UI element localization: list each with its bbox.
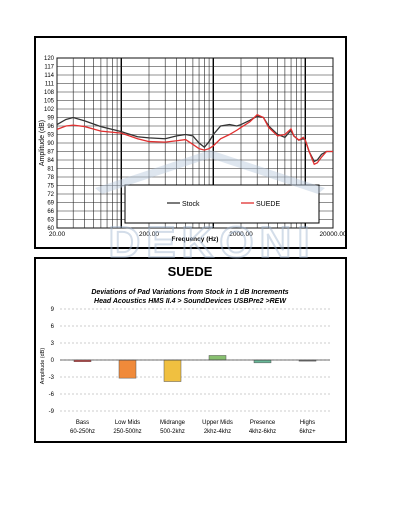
deviation-x-tick-label: Bass bbox=[76, 420, 89, 426]
deviation-y-tick-label: -6 bbox=[49, 392, 55, 398]
deviation-x-tick-label: Presence bbox=[250, 420, 276, 426]
deviation-y-tick-label: 9 bbox=[51, 307, 55, 313]
freq-x-tick-label: 2000.00 bbox=[229, 231, 253, 238]
freq-y-tick-label: 84 bbox=[47, 158, 54, 164]
deviation-y-ticks: 9 6 3 0 -3 -6 -9 bbox=[49, 307, 55, 415]
freq-y-tick-label: 96 bbox=[47, 124, 54, 130]
freq-y-ticks: 60 63 66 69 72 75 78 81 84 87 90 93 96 99 102 105 108 111… bbox=[44, 56, 55, 232]
freq-y-tick-label: 78 bbox=[47, 175, 54, 181]
freq-x-tick-label: 200.00 bbox=[139, 231, 159, 238]
deviation-y-tick-label: 0 bbox=[51, 358, 55, 364]
freq-y-tick-label: 114 bbox=[44, 73, 54, 79]
freq-y-tick-label: 72 bbox=[47, 192, 54, 198]
freq-y-tick-label: 60 bbox=[47, 226, 54, 232]
deviation-x-tick-label: Upper Mids bbox=[202, 420, 233, 426]
deviation-x-tick-sublabel: 500-2khz bbox=[160, 429, 185, 435]
freq-grid bbox=[56, 57, 334, 229]
freq-x-ticks: 20.00 200.00 2000.00 20000.00 bbox=[49, 231, 347, 238]
deviation-y-tick-label: 3 bbox=[51, 341, 55, 347]
deviation-x-tick-sublabel: 6khz+ bbox=[299, 429, 316, 435]
freq-y-tick-label: 105 bbox=[44, 99, 55, 105]
deviation-y-tick-label: 6 bbox=[51, 324, 55, 330]
freq-y-tick-label: 108 bbox=[44, 90, 55, 96]
deviation-x-tick-label: Highs bbox=[300, 420, 315, 426]
watermark-logo: DEKONI bbox=[95, 150, 325, 268]
freq-y-tick-label: 120 bbox=[44, 56, 55, 62]
freq-y-tick-label: 87 bbox=[47, 150, 54, 156]
freq-y-tick-label: 66 bbox=[47, 209, 54, 215]
deviation-x-tick-label: Midrange bbox=[160, 420, 186, 426]
freq-y-tick-label: 75 bbox=[47, 184, 54, 190]
deviation-x-tick-sublabel: 2khz-4khz bbox=[204, 429, 231, 435]
deviation-bar bbox=[163, 359, 182, 382]
watermark-text: DEKONI bbox=[108, 218, 315, 267]
freq-x-tick-label: 20000.00 bbox=[319, 231, 346, 238]
deviation-bars bbox=[73, 355, 317, 382]
deviation-x-tick-label: Low Mids bbox=[115, 420, 140, 426]
freq-y-tick-label: 117 bbox=[44, 65, 54, 71]
freq-y-tick-label: 99 bbox=[47, 116, 54, 122]
freq-series-suede-line bbox=[56, 113, 333, 166]
deviation-y-tick-label: -9 bbox=[49, 409, 55, 415]
deviation-x-ticks: Bass 60-250hz Low Mids 250-500hz Midrange 500… bbox=[70, 420, 316, 435]
deviation-x-tick-sublabel: 250-500hz bbox=[113, 429, 141, 435]
deviation-subtitle-line-2: Head Acoustics HMS II.4 > SoundDevices U… bbox=[94, 298, 287, 305]
freq-y-axis-label: Amplitude (dB) bbox=[39, 120, 46, 166]
deviation-x-tick-sublabel: 4khz-6khz bbox=[249, 429, 276, 435]
freq-y-tick-label: 93 bbox=[47, 133, 54, 139]
freq-y-tick-label: 81 bbox=[47, 167, 54, 173]
deviation-chart-title: SUEDE bbox=[168, 264, 213, 279]
deviation-bar bbox=[208, 355, 227, 361]
deviation-chart-frame bbox=[34, 257, 347, 443]
legend-stock-label: Stock bbox=[182, 201, 200, 208]
freq-y-tick-label: 111 bbox=[45, 82, 55, 88]
deviation-subtitle-line-1: Deviations of Pad Variations from Stock … bbox=[91, 289, 288, 296]
freq-y-tick-label: 102 bbox=[44, 107, 55, 113]
deviation-bar bbox=[118, 359, 137, 379]
freq-y-tick-label: 90 bbox=[47, 141, 54, 147]
freq-y-tick-label: 69 bbox=[47, 201, 54, 207]
freq-x-tick-label: 20.00 bbox=[49, 231, 66, 238]
deviation-bar bbox=[253, 359, 272, 364]
freq-series bbox=[56, 113, 333, 166]
freq-x-axis-label: Frequency (Hz) bbox=[172, 236, 219, 243]
legend-suede-label: SUEDE bbox=[256, 201, 280, 208]
deviation-y-axis-label: Amplitude (dB) bbox=[40, 348, 46, 385]
deviation-y-tick-label: -3 bbox=[49, 375, 55, 381]
freq-legend bbox=[124, 184, 320, 224]
freq-y-tick-label: 63 bbox=[47, 218, 54, 224]
deviation-x-tick-sublabel: 60-250hz bbox=[70, 429, 95, 435]
